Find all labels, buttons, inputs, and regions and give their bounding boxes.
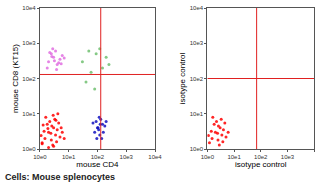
- svg-text:10e0: 10e0: [22, 146, 36, 152]
- svg-text:mouse CD8 (KT15): mouse CD8 (KT15): [11, 44, 20, 113]
- svg-text:10e1: 10e1: [190, 111, 204, 117]
- svg-text:10e4: 10e4: [190, 5, 204, 11]
- svg-text:10e4: 10e4: [148, 154, 162, 160]
- svg-text:10e0: 10e0: [33, 154, 47, 160]
- svg-text:10e3: 10e3: [190, 40, 204, 46]
- svg-text:10e2: 10e2: [91, 154, 105, 160]
- svg-text:10e0: 10e0: [190, 146, 204, 152]
- svg-text:10e2: 10e2: [190, 76, 204, 82]
- svg-text:10e3: 10e3: [281, 154, 295, 160]
- svg-text:10e3: 10e3: [120, 154, 134, 160]
- svg-text:10e0: 10e0: [201, 154, 215, 160]
- svg-text:10e1: 10e1: [22, 111, 36, 117]
- svg-text:10e1: 10e1: [227, 154, 241, 160]
- svg-text:10e2: 10e2: [254, 154, 268, 160]
- svg-text:10e1: 10e1: [62, 154, 76, 160]
- svg-text:10e2: 10e2: [22, 76, 36, 82]
- svg-text:mouse CD4: mouse CD4: [76, 160, 119, 169]
- svg-text:Cells: Mouse splenocytes: Cells: Mouse splenocytes: [5, 172, 115, 182]
- svg-text:10e4: 10e4: [22, 5, 36, 11]
- svg-text:isotype control: isotype control: [178, 52, 187, 104]
- svg-text:isotype control: isotype control: [235, 160, 287, 169]
- svg-text:10e3: 10e3: [22, 40, 36, 46]
